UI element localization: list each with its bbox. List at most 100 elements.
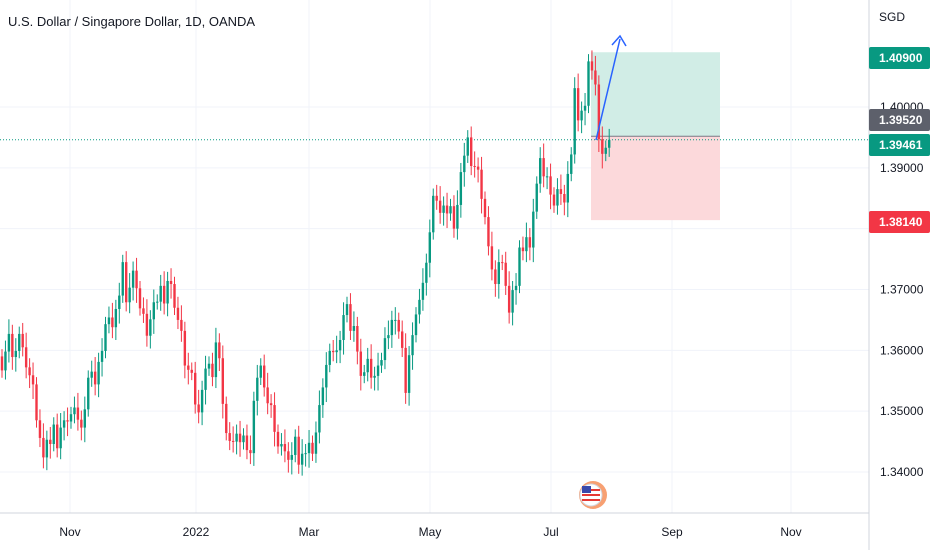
candle-body — [83, 409, 86, 428]
candle-body — [476, 166, 480, 170]
candle-body — [59, 427, 62, 449]
long-position-tool[interactable] — [591, 52, 720, 221]
candle-body — [228, 433, 231, 441]
loss-zone[interactable] — [591, 136, 720, 221]
x-tick-label: Jul — [543, 525, 558, 539]
candle-body — [249, 450, 252, 454]
candle-body — [587, 61, 590, 106]
candle-body — [221, 358, 224, 404]
price-tag: 1.40900 — [869, 47, 930, 69]
candle-body — [128, 287, 131, 303]
candle-body — [497, 262, 500, 285]
candle-body — [111, 317, 114, 328]
candle-body — [225, 403, 228, 434]
candle-body — [525, 237, 528, 252]
candle-body — [56, 424, 59, 449]
time-axis[interactable]: Nov 2022 Mar May Jul Sep Nov — [59, 525, 801, 539]
candle-body — [535, 183, 538, 212]
candle-body — [62, 420, 66, 428]
price-tag-label: 1.39520 — [879, 113, 923, 127]
candle-body — [114, 308, 118, 328]
candle-body — [256, 377, 259, 401]
candle-body — [252, 400, 256, 454]
candle-body — [480, 169, 483, 199]
candle-body — [173, 284, 176, 308]
candle-body — [121, 262, 124, 296]
candle-body — [549, 176, 552, 195]
candle-body — [31, 375, 35, 385]
candle-body — [583, 105, 587, 111]
candle-body — [590, 61, 594, 71]
candle-body — [332, 350, 335, 353]
candle-body — [563, 193, 566, 203]
us-flag-icon[interactable] — [579, 481, 607, 509]
price-tags: 1.40900 1.39520 1.39461 1.38140 — [869, 47, 930, 233]
candle-body — [176, 307, 180, 320]
candle-body — [290, 454, 293, 460]
candle-body — [200, 389, 204, 413]
candle-body — [514, 285, 518, 291]
x-tick-label: May — [419, 525, 442, 539]
candle-body — [14, 350, 17, 358]
candle-body — [608, 139, 611, 148]
candle-body — [280, 444, 283, 447]
candle-body — [197, 404, 200, 413]
candle-body — [207, 363, 211, 369]
candle-body — [266, 387, 269, 404]
candle-body — [238, 433, 242, 443]
candle-body — [435, 195, 438, 201]
y-tick-label: 1.37000 — [880, 283, 924, 297]
candle-body — [325, 364, 328, 388]
candle-body — [18, 333, 21, 351]
price-axis[interactable]: 1.340001.350001.360001.370001.380001.390… — [880, 100, 924, 479]
candle-body — [542, 158, 545, 177]
candle-body — [100, 350, 104, 362]
candle-body — [314, 432, 318, 454]
price-tag: 1.39461 — [869, 134, 930, 156]
candle-body — [604, 147, 607, 154]
candle-body — [21, 333, 24, 348]
candle-body — [425, 262, 428, 283]
candle-body — [169, 280, 173, 285]
candle-body — [418, 299, 421, 315]
candle-body — [190, 369, 193, 373]
candle-body — [118, 295, 121, 309]
candle-body — [7, 333, 11, 352]
candle-body — [349, 304, 352, 331]
candle-body — [149, 319, 152, 336]
candle-body — [597, 84, 601, 140]
candle-body — [345, 304, 349, 316]
candle-body — [211, 363, 214, 378]
candle-body — [138, 288, 142, 309]
candle-body — [352, 326, 356, 331]
candle-body — [159, 285, 162, 302]
candle-body — [80, 419, 83, 428]
candle-body — [76, 407, 80, 420]
candle-body — [359, 351, 362, 376]
price-tag: 1.39520 — [869, 109, 930, 131]
candle-body — [24, 347, 28, 368]
candle-body — [204, 368, 207, 390]
candle-body — [511, 290, 514, 313]
candle-body — [573, 88, 576, 155]
chart-title: U.S. Dollar / Singapore Dollar, 1D, OAND… — [8, 14, 256, 29]
candle-body — [421, 282, 425, 300]
candle-body — [183, 330, 187, 366]
candle-body — [580, 110, 583, 121]
candle-body — [311, 442, 314, 454]
candle-body — [214, 342, 218, 378]
candle-body — [594, 70, 597, 85]
candle-body — [28, 367, 31, 376]
profit-zone[interactable] — [591, 52, 720, 137]
candle-body — [104, 324, 107, 351]
candle-body — [387, 335, 390, 339]
candle-body — [235, 433, 238, 442]
projection-arrow[interactable] — [595, 34, 627, 141]
candle-body — [552, 194, 556, 206]
candle-body — [432, 195, 435, 233]
candle-body — [490, 246, 494, 270]
candle-body — [166, 280, 169, 304]
x-tick-label: Nov — [59, 525, 80, 539]
chart-grid — [0, 0, 869, 513]
